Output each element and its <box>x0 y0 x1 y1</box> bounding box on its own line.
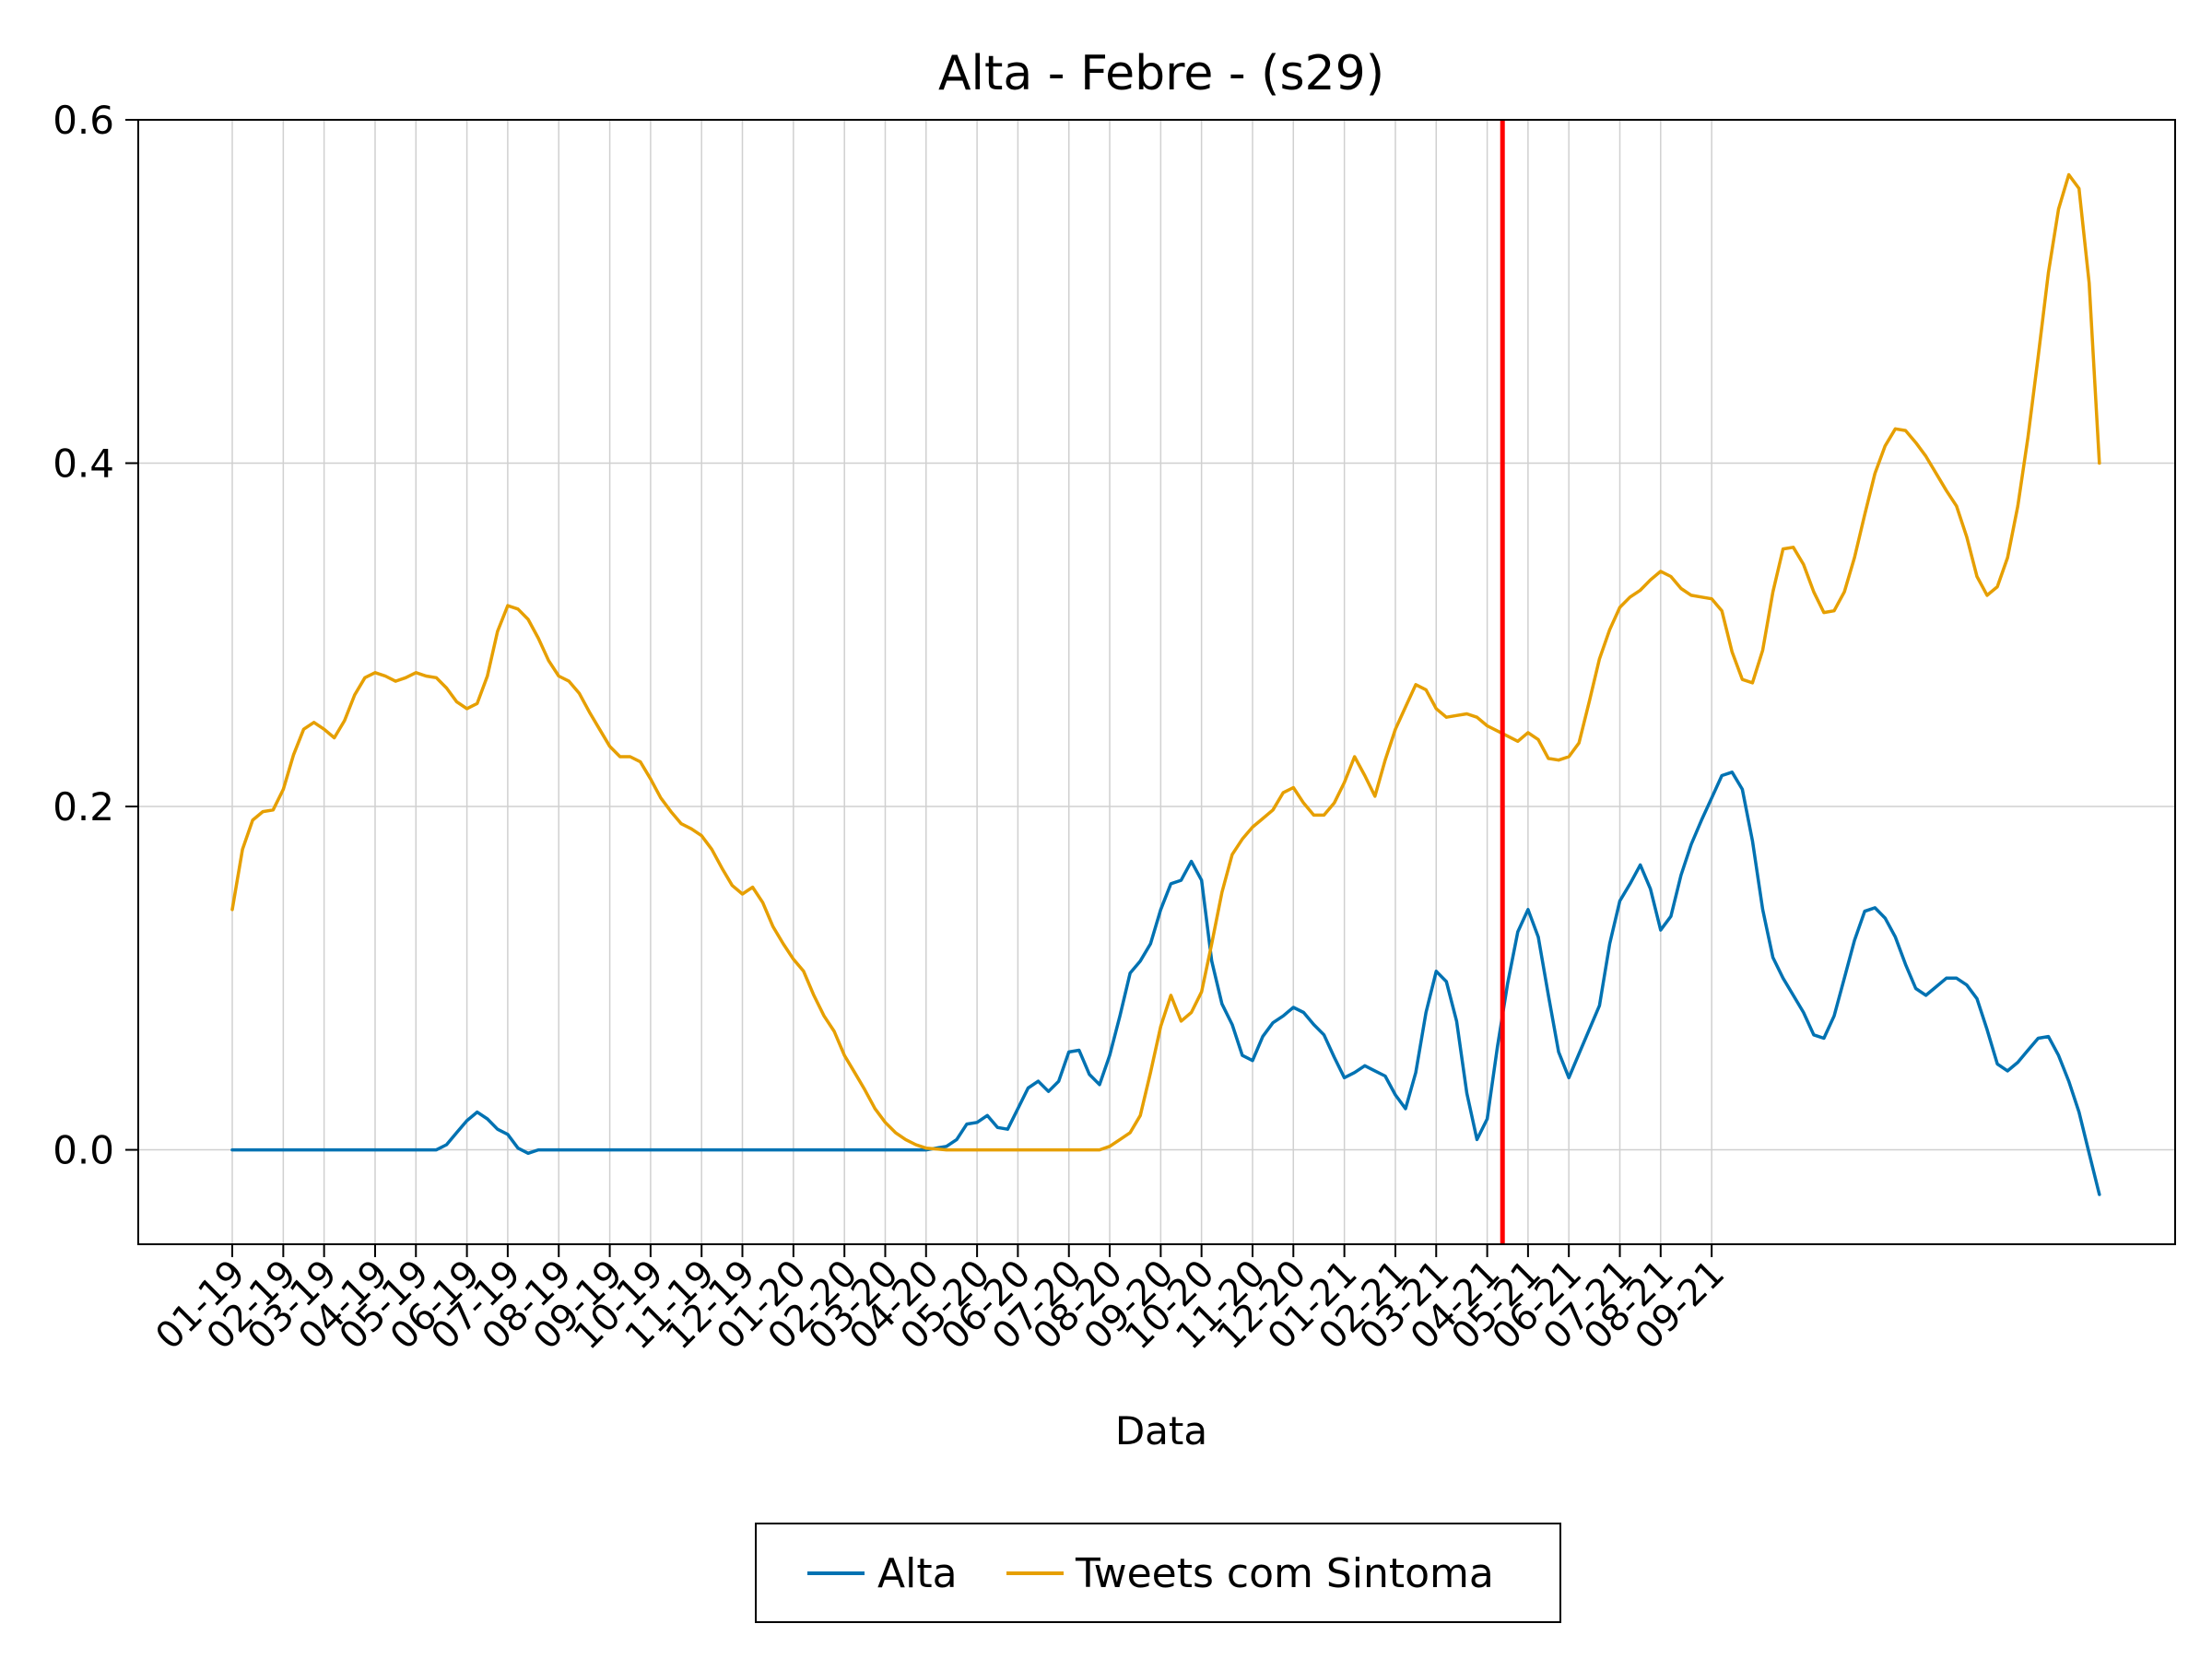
legend: Alta Tweets com Sintoma <box>755 1523 1561 1623</box>
series-layer <box>230 172 2101 1196</box>
y-axis: 0.0 0.2 0.4 0.6 <box>53 98 138 1173</box>
legend-label-tweets: Tweets com Sintoma <box>1075 1550 1494 1597</box>
chart-title: Alta - Febre - (s29) <box>938 46 1384 101</box>
y-tick-label: 0.4 <box>53 441 114 487</box>
grid-lines <box>138 119 2175 1244</box>
legend-box <box>755 1523 1561 1623</box>
y-tick-label: 0.6 <box>53 98 114 143</box>
y-tick-label: 0.2 <box>53 784 114 830</box>
series-line-alta <box>230 771 2101 1196</box>
plot-frame <box>137 119 2176 1245</box>
series-line-tweets-com-sintoma <box>230 172 2101 1152</box>
x-axis-label: Data <box>1115 1408 1207 1453</box>
y-tick-label: 0.0 <box>53 1128 114 1173</box>
legend-label-alta: Alta <box>877 1550 958 1597</box>
